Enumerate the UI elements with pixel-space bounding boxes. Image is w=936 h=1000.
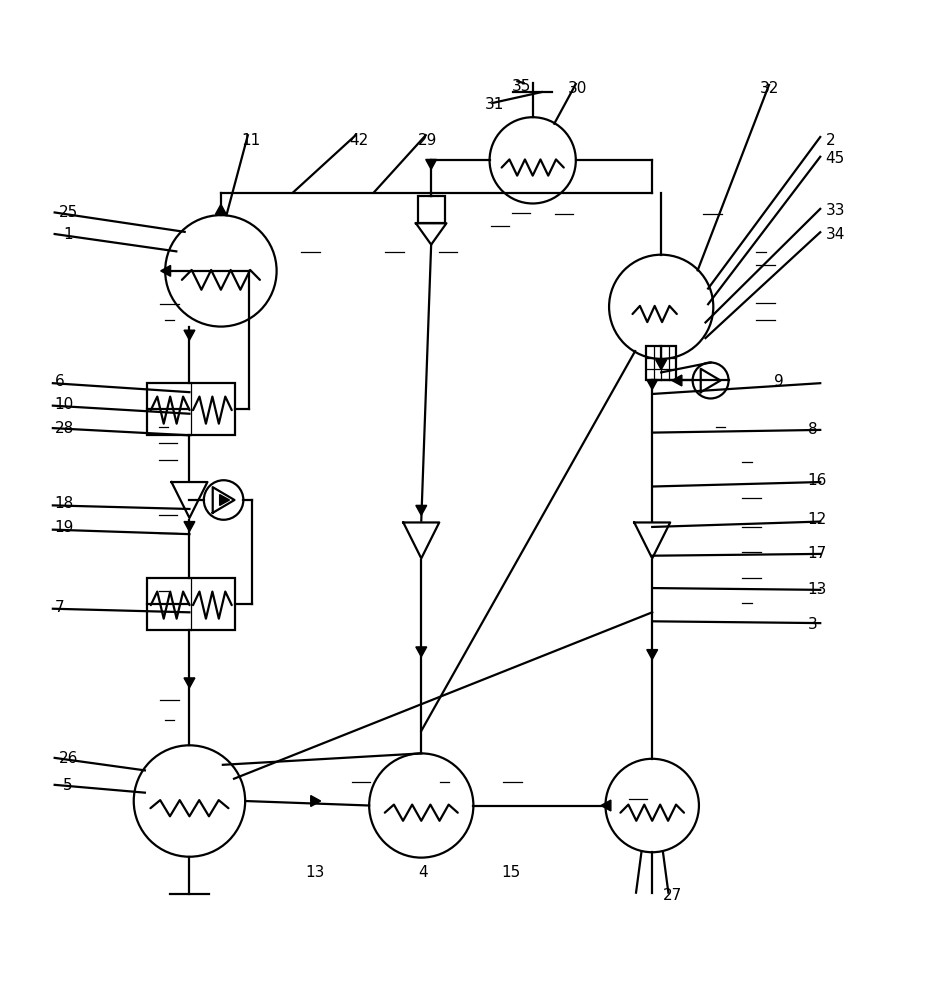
Text: 5: 5 <box>64 778 73 793</box>
Text: 17: 17 <box>808 546 826 561</box>
Polygon shape <box>656 360 666 370</box>
Text: 26: 26 <box>58 751 78 766</box>
Text: 15: 15 <box>502 865 520 880</box>
Text: 13: 13 <box>808 582 827 597</box>
Text: 18: 18 <box>54 496 74 511</box>
Text: 34: 34 <box>826 227 845 242</box>
Text: 42: 42 <box>349 133 368 148</box>
Polygon shape <box>416 647 427 657</box>
Text: 10: 10 <box>54 397 74 412</box>
Text: 9: 9 <box>773 374 783 389</box>
Text: 35: 35 <box>512 79 532 94</box>
Polygon shape <box>161 265 170 276</box>
Text: 7: 7 <box>54 600 65 615</box>
Text: 31: 31 <box>485 97 505 112</box>
Text: 25: 25 <box>59 205 78 220</box>
Polygon shape <box>647 380 658 389</box>
Polygon shape <box>647 650 658 659</box>
Polygon shape <box>184 330 195 340</box>
Text: 32: 32 <box>759 81 779 96</box>
Polygon shape <box>215 204 227 214</box>
Polygon shape <box>184 678 195 688</box>
Polygon shape <box>672 375 681 386</box>
Bar <box>646 346 677 380</box>
Text: 6: 6 <box>54 374 65 389</box>
Polygon shape <box>311 796 321 806</box>
Text: 16: 16 <box>808 473 827 488</box>
Polygon shape <box>601 800 611 811</box>
Text: 27: 27 <box>664 888 682 903</box>
Text: 28: 28 <box>54 421 74 436</box>
Polygon shape <box>426 159 436 169</box>
Text: 30: 30 <box>568 81 587 96</box>
Text: 12: 12 <box>808 512 826 527</box>
Text: 45: 45 <box>826 151 845 166</box>
Text: 19: 19 <box>54 520 74 535</box>
Text: 11: 11 <box>241 133 260 148</box>
Bar <box>147 578 235 630</box>
Text: 4: 4 <box>418 865 428 880</box>
Text: 8: 8 <box>808 422 817 437</box>
Text: 2: 2 <box>826 133 835 148</box>
Bar <box>417 196 445 223</box>
Text: 3: 3 <box>808 617 817 632</box>
Bar <box>147 383 235 435</box>
Text: 1: 1 <box>64 227 73 242</box>
Text: 33: 33 <box>826 203 845 218</box>
Polygon shape <box>416 505 427 515</box>
Polygon shape <box>184 522 195 531</box>
Polygon shape <box>220 495 229 505</box>
Text: 13: 13 <box>305 865 325 880</box>
Text: 29: 29 <box>417 133 437 148</box>
